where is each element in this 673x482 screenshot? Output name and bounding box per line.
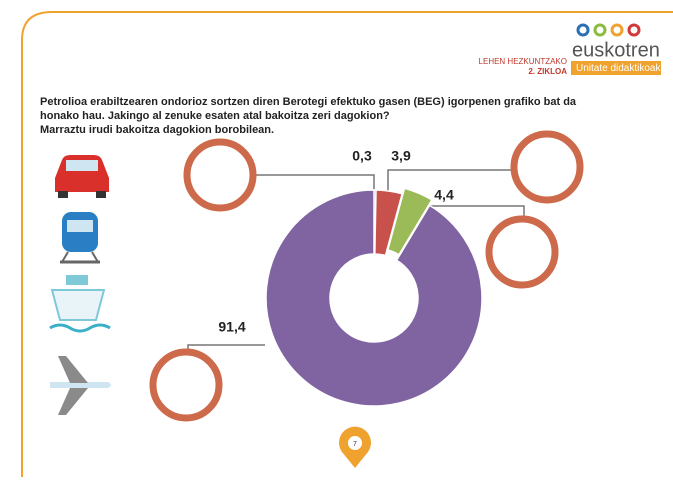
data-label: 3,9 xyxy=(391,148,411,164)
car-icon xyxy=(55,155,109,198)
unit-badge xyxy=(571,61,661,75)
level: LEHEN HEZKUNTZAKO xyxy=(479,57,567,66)
logo-dots xyxy=(576,23,641,37)
answer-circles xyxy=(149,130,584,422)
plane-icon xyxy=(50,356,111,415)
donut-slice xyxy=(374,189,404,257)
cycle: 2. ZIKLOA xyxy=(528,67,567,76)
leader-lines xyxy=(187,169,525,352)
page-number: 7 xyxy=(353,441,357,448)
data-label: 0,3 xyxy=(352,148,372,164)
data-label: 91,4 xyxy=(218,319,245,335)
page-border xyxy=(21,11,673,477)
page-marker xyxy=(338,426,371,468)
question-line: honako hau. Jakingo al zenuke esaten ata… xyxy=(40,110,390,122)
question-line: Marraztu irudi bakoitza dagokion borobil… xyxy=(40,124,274,136)
ship-icon xyxy=(49,275,111,333)
donut-slice xyxy=(386,187,433,256)
question-line: Petrolioa erabiltzearen ondorioz sortzen… xyxy=(40,96,577,108)
unit: Unitate didaktikoak xyxy=(576,63,661,74)
train-icon xyxy=(60,212,100,264)
brand: euskotren xyxy=(572,39,660,61)
data-label: 4,4 xyxy=(434,187,454,203)
donut-slice xyxy=(265,189,483,407)
